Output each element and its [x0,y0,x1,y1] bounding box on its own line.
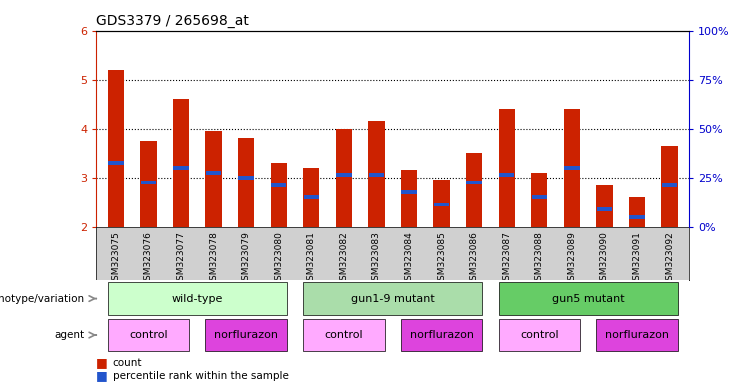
Text: norflurazon: norflurazon [605,330,669,340]
Text: GSM323076: GSM323076 [144,231,153,286]
Bar [304,195,319,199]
Text: GSM323090: GSM323090 [600,231,609,286]
Text: wild-type: wild-type [172,293,223,304]
Bar [597,319,678,351]
Text: GSM323080: GSM323080 [274,231,283,286]
Text: control: control [520,330,559,340]
Text: count: count [113,358,142,368]
Text: GSM323088: GSM323088 [535,231,544,286]
Bar [368,121,385,227]
Text: GSM323085: GSM323085 [437,231,446,286]
Bar [499,319,580,351]
Text: gun1-9 mutant: gun1-9 mutant [350,293,435,304]
Text: GSM323075: GSM323075 [111,231,120,286]
Bar [662,146,678,227]
Text: GSM323078: GSM323078 [209,231,218,286]
Bar [629,197,645,227]
Bar [531,173,548,227]
Bar [336,173,352,177]
Bar [173,166,189,170]
Text: GSM323082: GSM323082 [339,231,348,286]
Text: GDS3379 / 265698_at: GDS3379 / 265698_at [96,14,249,28]
Bar [107,70,124,227]
Text: GSM323089: GSM323089 [568,231,576,286]
Text: GSM323077: GSM323077 [176,231,185,286]
Bar [499,282,678,315]
Text: percentile rank within the sample: percentile rank within the sample [113,371,288,381]
Text: GSM323087: GSM323087 [502,231,511,286]
Bar [564,166,579,170]
Text: ■: ■ [96,356,108,369]
Text: agent: agent [54,330,84,340]
Bar [531,195,547,199]
Text: GSM323084: GSM323084 [405,231,413,286]
Text: norflurazon: norflurazon [410,330,473,340]
Bar [108,161,124,165]
Bar [141,180,156,184]
Bar [629,215,645,219]
Bar [238,139,254,227]
Bar [107,319,189,351]
Bar [662,183,677,187]
Bar [499,173,514,177]
Text: GSM323081: GSM323081 [307,231,316,286]
Bar [303,282,482,315]
Bar [303,168,319,227]
Bar [271,183,287,187]
Bar [270,163,287,227]
Bar [466,153,482,227]
Bar [433,203,449,207]
Bar [401,319,482,351]
Text: GSM323079: GSM323079 [242,231,250,286]
Bar [597,185,613,227]
Bar [369,173,384,177]
Bar [401,170,417,227]
Text: GSM323083: GSM323083 [372,231,381,286]
Bar [466,180,482,184]
Text: GSM323092: GSM323092 [665,231,674,286]
Bar [140,141,156,227]
Bar [206,171,222,175]
Bar [107,282,287,315]
Text: control: control [129,330,167,340]
Bar [433,180,450,227]
Bar [303,319,385,351]
Bar [336,129,352,227]
Text: genotype/variation: genotype/variation [0,293,84,304]
Text: GSM323086: GSM323086 [470,231,479,286]
Text: gun5 mutant: gun5 mutant [552,293,625,304]
Bar [205,131,222,227]
Text: control: control [325,330,363,340]
Text: GSM323091: GSM323091 [633,231,642,286]
Bar [173,99,189,227]
Bar [499,109,515,227]
Bar [239,175,254,180]
Bar [205,319,287,351]
Text: norflurazon: norflurazon [214,330,278,340]
Bar [564,109,580,227]
Bar [597,207,612,211]
Bar [402,190,416,194]
Text: ■: ■ [96,369,108,382]
